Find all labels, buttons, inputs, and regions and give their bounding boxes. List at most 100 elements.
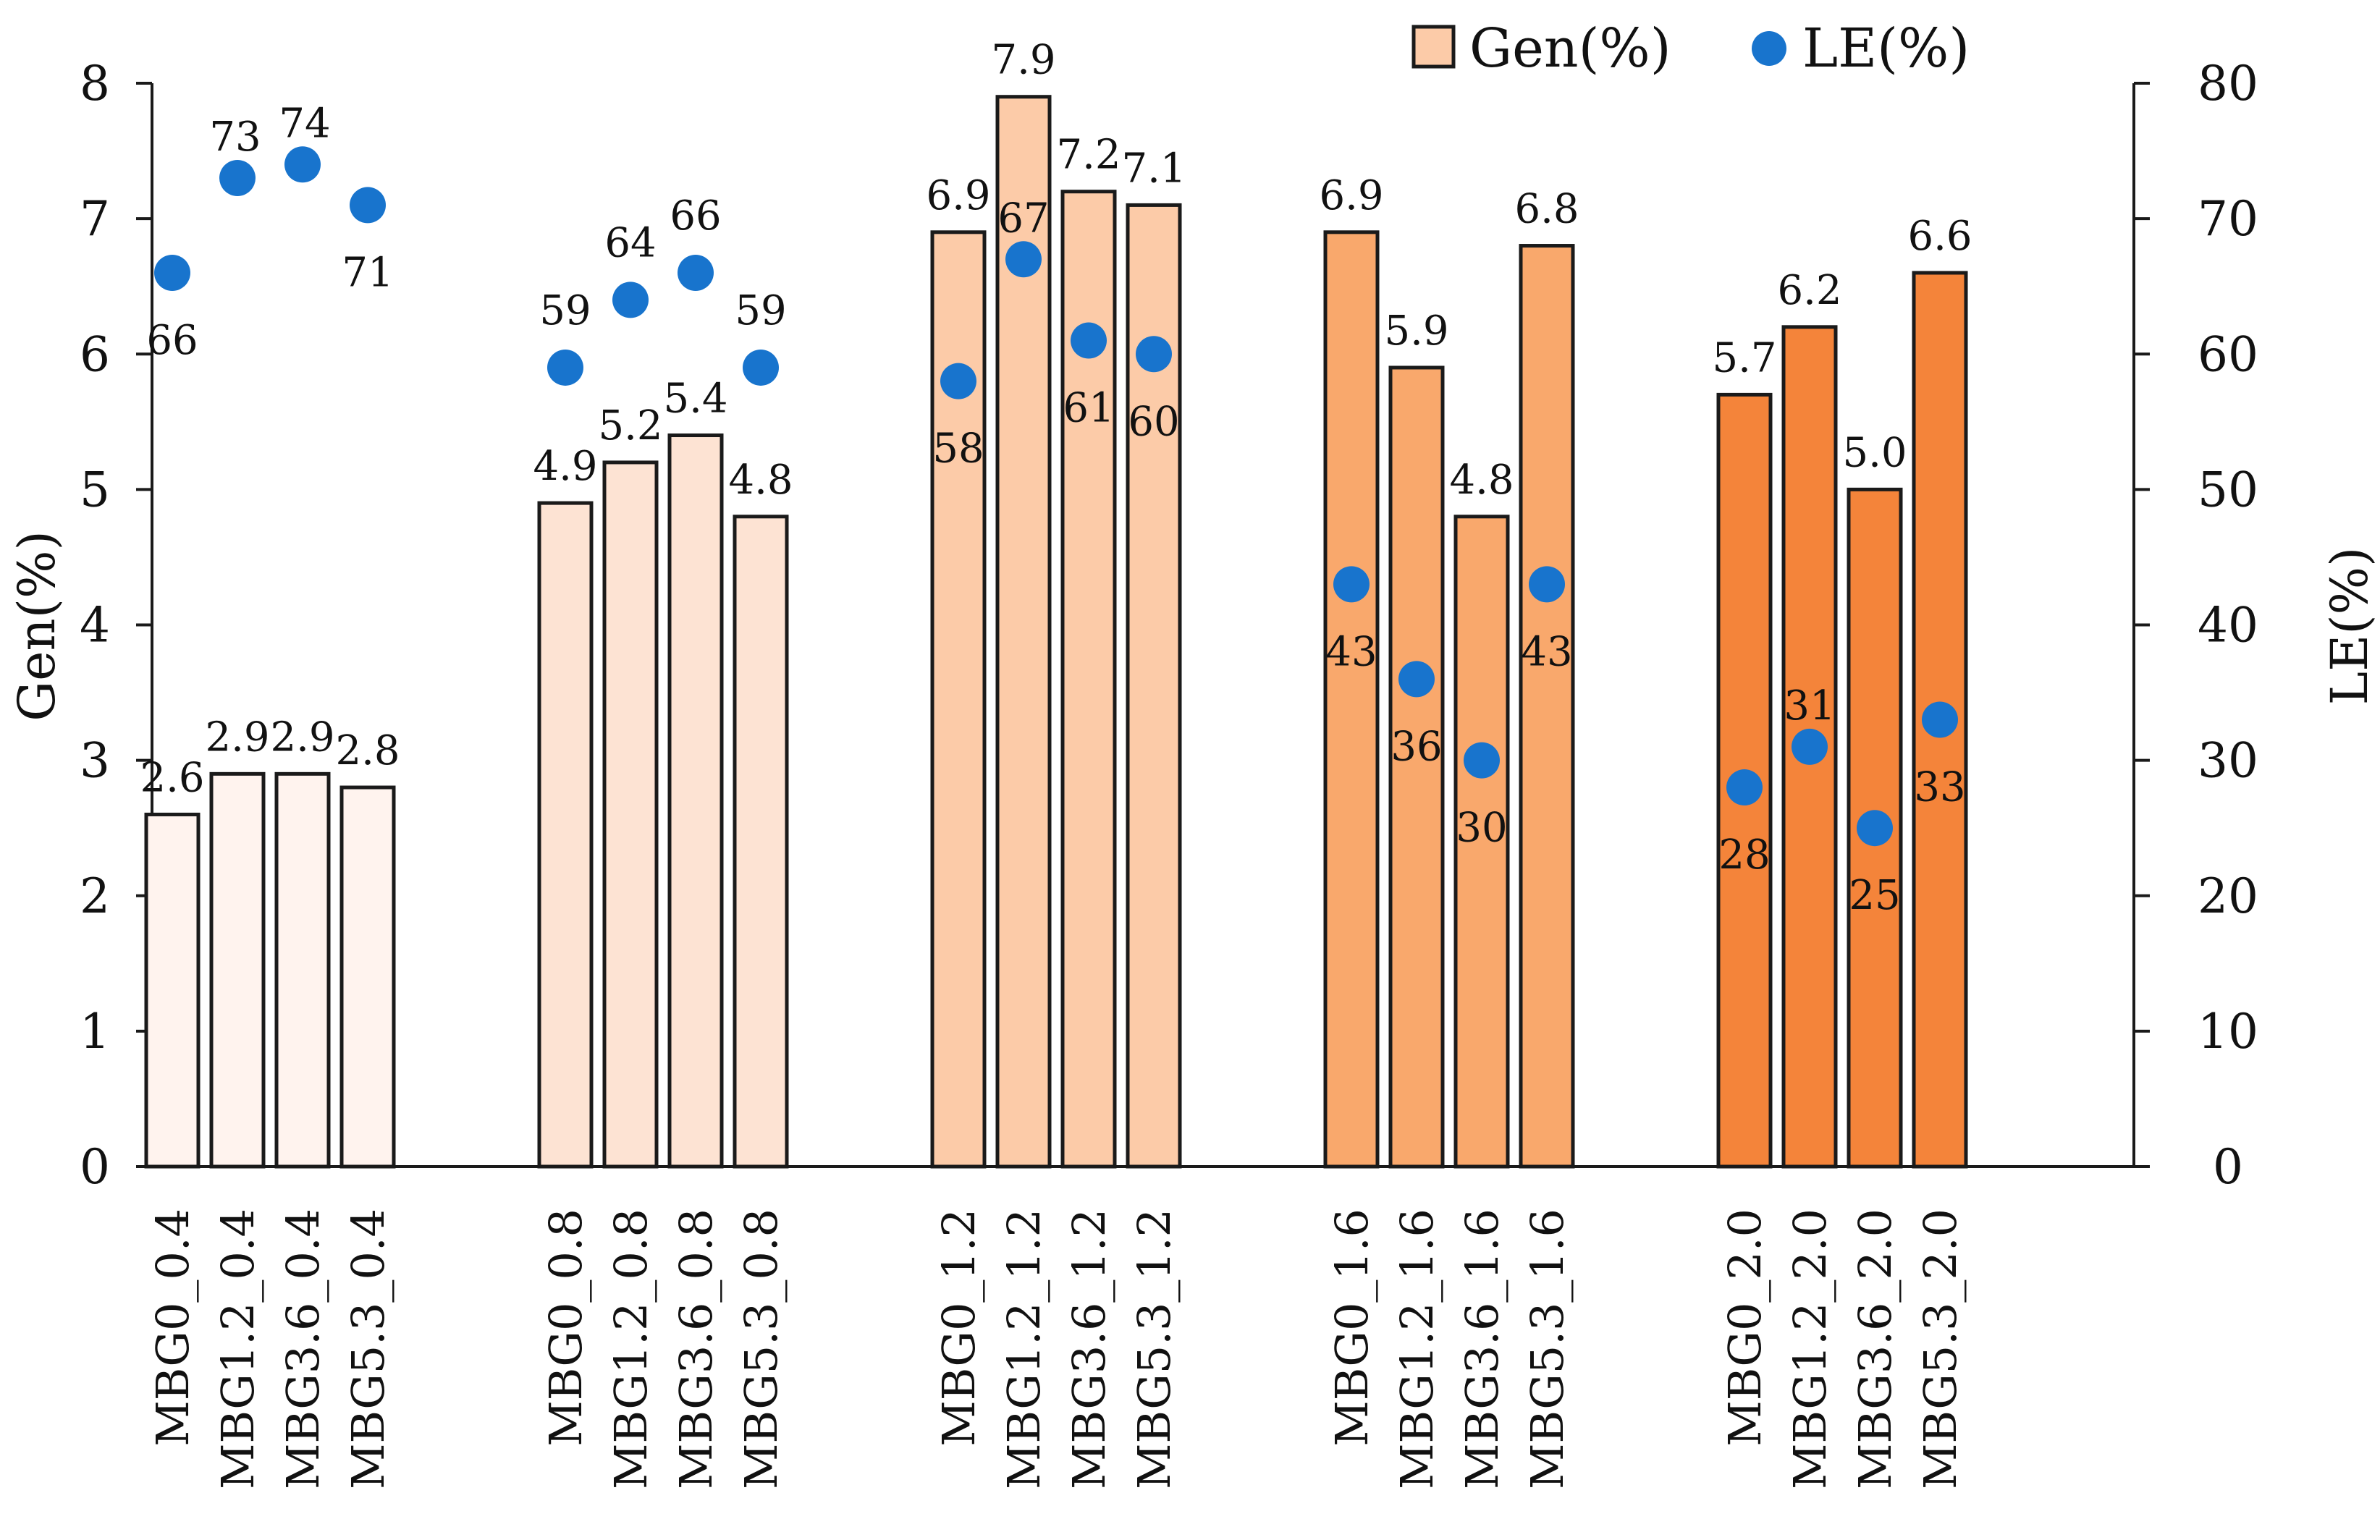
le-point — [350, 187, 386, 224]
legend-gen-swatch — [1411, 25, 1456, 69]
gen-bar — [1323, 230, 1380, 1169]
le-point — [743, 349, 779, 386]
category-label: MBG0_0.4 — [146, 1209, 199, 1447]
y2-axis-title: LE(%) — [2320, 547, 2379, 706]
category-label: MBG3.6_0.8 — [670, 1209, 722, 1489]
y2-tick-label: 20 — [2198, 868, 2258, 924]
gen-data-label: 6.9 — [1319, 172, 1383, 219]
gen-data-label: 4.8 — [728, 457, 793, 504]
gen-data-label: 6.6 — [1907, 213, 1972, 260]
y-tick-label: 6 — [80, 326, 110, 382]
le-point — [284, 146, 321, 183]
y-tick-label: 3 — [80, 733, 110, 789]
le-data-label: 25 — [1849, 872, 1900, 919]
gen-data-label: 6.8 — [1514, 186, 1579, 233]
gen-bar — [274, 771, 331, 1169]
le-point — [1333, 566, 1370, 603]
category-label: MBG1.2_0.4 — [211, 1209, 264, 1489]
le-point — [678, 254, 714, 291]
le-data-label: 61 — [1063, 385, 1114, 432]
gen-bar — [209, 771, 266, 1169]
category-label: MBG0_1.6 — [1325, 1209, 1378, 1447]
le-point — [1136, 336, 1172, 373]
le-point — [1005, 241, 1042, 278]
category-labels: MBG0_0.4 MBG1.2_0.4 MBG3.6_0.4 MBG5.3_0.4 MB… — [146, 1209, 1967, 1489]
le-data-label: 73 — [209, 114, 261, 161]
gen-data-label: 2.9 — [205, 714, 269, 761]
gen-data-label: 7.1 — [1121, 145, 1186, 192]
category-label: MBG1.2_0.8 — [604, 1209, 657, 1489]
le-data-label: 36 — [1391, 723, 1442, 770]
category-label: MBG1.2_1.6 — [1391, 1209, 1443, 1489]
gen-data-label: 2.8 — [335, 727, 400, 774]
y2-tick-label: 60 — [2198, 326, 2258, 382]
gen-data-label: 7.2 — [1056, 132, 1121, 179]
le-point — [1529, 566, 1565, 603]
y-tick-label: 4 — [80, 598, 110, 653]
le-point — [1398, 661, 1435, 698]
legend-le-marker — [1752, 31, 1786, 66]
y2-tick-label: 30 — [2198, 733, 2258, 789]
y2-tick-label: 10 — [2198, 1004, 2258, 1059]
le-data-label: 43 — [1325, 628, 1377, 675]
le-data-label: 64 — [604, 219, 656, 266]
category-label: MBG0_0.8 — [539, 1209, 592, 1447]
y2-tick-label: 80 — [2198, 56, 2258, 111]
category-label: MBG3.6_1.6 — [1456, 1209, 1508, 1489]
gen-bar — [733, 515, 789, 1169]
category-label: MBG1.2_1.2 — [997, 1209, 1050, 1489]
gen-data-label: 4.8 — [1449, 457, 1514, 504]
gen-data-label: 5.0 — [1842, 429, 1907, 476]
le-data-label: 66 — [146, 317, 198, 364]
le-point — [1922, 701, 1958, 738]
category-label: MBG0_1.2 — [932, 1209, 985, 1447]
category-label: MBG5.3_2.0 — [1914, 1209, 1967, 1489]
le-point — [1792, 728, 1828, 765]
gen-data-label: 4.9 — [533, 443, 597, 490]
legend-gen-label: Gen(%) — [1469, 17, 1671, 80]
category-label: MBG3.6_0.4 — [277, 1209, 329, 1489]
le-point — [1857, 810, 1893, 847]
category-label: MBG5.3_1.6 — [1521, 1209, 1574, 1489]
y2-tick-label: 40 — [2198, 598, 2258, 653]
gen-bar — [667, 433, 724, 1169]
category-label: MBG5.3_0.8 — [735, 1209, 788, 1489]
y-tick-label: 1 — [80, 1004, 110, 1059]
gen-data-label: 5.4 — [663, 376, 727, 423]
gen-bar — [602, 460, 659, 1169]
le-point — [940, 363, 976, 399]
y-tick-label: 8 — [80, 56, 110, 111]
le-data-label: 28 — [1718, 832, 1770, 879]
gen-data-label: 5.7 — [1712, 334, 1776, 381]
le-point — [219, 159, 256, 196]
le-data-label: 30 — [1456, 805, 1507, 852]
le-data-label: 31 — [1784, 682, 1835, 729]
gen-bar — [1519, 244, 1575, 1169]
gen-bar — [537, 501, 594, 1169]
le-point — [547, 349, 583, 386]
gen-data-label: 2.6 — [140, 754, 204, 801]
data-labels: 2.6 66 2.9 73 2.9 74 2.8 71 4.9 59 5.2 64 5.4 66 4.8 59… — [140, 37, 1972, 919]
category-label: MBG3.6_2.0 — [1849, 1209, 1902, 1489]
gen-data-label: 5.2 — [598, 402, 662, 449]
y2-tick-label: 70 — [2198, 191, 2258, 247]
le-data-label: 33 — [1914, 763, 1965, 811]
gen-data-label: 5.9 — [1384, 308, 1448, 355]
le-point — [1071, 322, 1107, 359]
y-tick-label: 0 — [80, 1139, 110, 1195]
y2-tick-label: 50 — [2198, 462, 2258, 517]
category-label: MBG5.3_1.2 — [1128, 1209, 1181, 1489]
legend-le-label: LE(%) — [1802, 17, 1970, 80]
y2-tick-label: 0 — [2213, 1139, 2243, 1195]
category-label: MBG3.6_1.2 — [1063, 1209, 1115, 1489]
le-data-label: 59 — [539, 287, 591, 334]
le-data-label: 74 — [279, 100, 330, 147]
gen-bar — [339, 785, 396, 1169]
le-data-label: 58 — [932, 426, 984, 473]
gen-data-label: 7.9 — [991, 37, 1055, 84]
y-tick-label: 2 — [80, 868, 110, 924]
category-label: MBG0_2.0 — [1718, 1209, 1771, 1447]
le-data-label: 60 — [1128, 398, 1179, 445]
